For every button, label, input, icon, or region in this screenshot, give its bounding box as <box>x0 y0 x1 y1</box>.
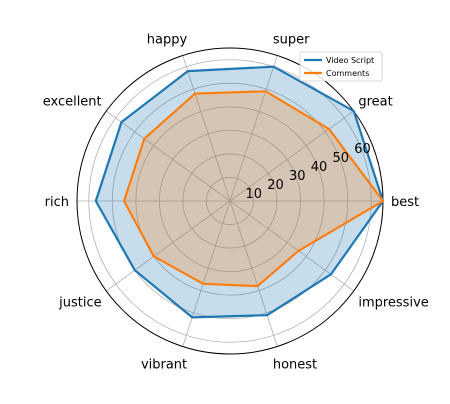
radial-tick-label: 10 <box>245 187 262 202</box>
label-layer: 10 20 30 40 50 60 best great super happy excellent… <box>43 32 429 372</box>
category-label-happy: happy <box>147 32 188 47</box>
series-line-1 <box>122 90 385 288</box>
category-label-justice: justice <box>58 296 101 311</box>
grid-spoke <box>182 200 231 347</box>
category-label-honest: honest <box>273 358 317 373</box>
grid-layer <box>76 47 384 355</box>
series-line-0 <box>94 65 385 319</box>
grid-spoke <box>229 200 355 292</box>
grid-spoke <box>229 55 278 202</box>
category-label-vibrant: vibrant <box>141 358 187 373</box>
category-label-super: super <box>273 32 310 47</box>
legend-label-0: Video Script <box>326 56 374 65</box>
category-label-best: best <box>391 195 419 210</box>
series-fill-1 <box>124 91 383 287</box>
grid-spoke <box>229 110 355 202</box>
radial-tick-label: 40 <box>311 160 328 175</box>
category-label-rich: rich <box>45 195 69 210</box>
series-layer <box>94 65 385 319</box>
grid-spoke <box>105 110 231 202</box>
radial-tick-label: 30 <box>289 169 306 184</box>
grid-spoke <box>105 200 231 292</box>
radial-tick-label: 20 <box>267 178 284 193</box>
radial-tick-label: 50 <box>332 151 349 166</box>
grid-spoke <box>182 55 231 202</box>
radial-tick-label: 60 <box>354 142 371 157</box>
series-fill-0 <box>95 66 383 318</box>
category-label-impressive: impressive <box>358 296 428 311</box>
grid-spoke <box>229 200 278 347</box>
legend: Video Script Comments <box>299 51 383 82</box>
category-label-excellent: excellent <box>43 94 102 109</box>
category-label-great: great <box>358 94 392 109</box>
legend-label-1: Comments <box>326 69 369 78</box>
